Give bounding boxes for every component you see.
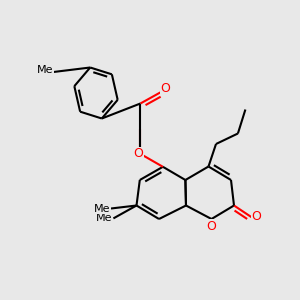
Text: O: O bbox=[252, 209, 261, 223]
Text: Me: Me bbox=[96, 213, 113, 224]
Text: Me: Me bbox=[37, 64, 53, 75]
Text: O: O bbox=[133, 147, 143, 161]
Text: O: O bbox=[207, 220, 216, 233]
Text: O: O bbox=[161, 82, 170, 95]
Text: Me: Me bbox=[94, 203, 110, 214]
